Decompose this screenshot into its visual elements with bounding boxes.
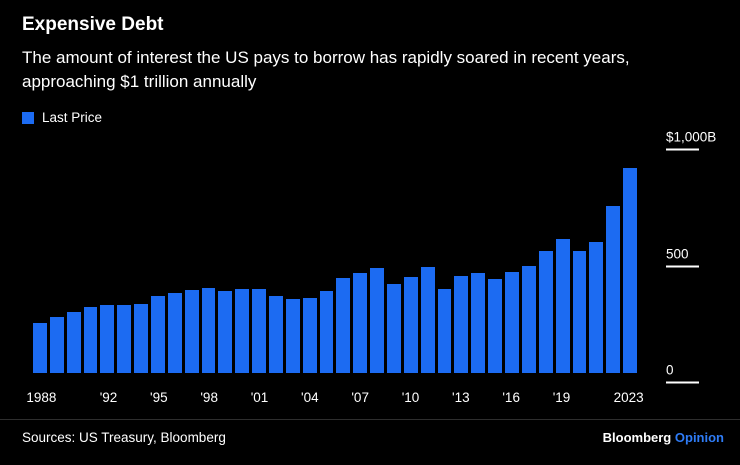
bar-1998 [201, 288, 216, 373]
bar-1992 [100, 304, 115, 373]
bar-2004 [302, 297, 317, 373]
x-axis-label-2023: 2023 [613, 390, 644, 405]
bar-2007 [353, 272, 368, 373]
x-axis-label-1988: 1988 [26, 390, 57, 405]
legend-label: Last Price [42, 110, 103, 125]
bar-1994 [134, 304, 149, 373]
x-axis-label-98: '98 [200, 390, 218, 405]
brand-name: Bloomberg [602, 430, 672, 445]
y-axis-tick-line [666, 265, 699, 267]
bar-2019 [555, 239, 570, 373]
bar-2023 [623, 168, 637, 373]
bar-2000 [235, 288, 250, 373]
bar-2014 [471, 272, 486, 373]
bar-2006 [336, 278, 351, 373]
x-axis-label-92: '92 [99, 390, 118, 405]
bar-2001 [252, 289, 267, 373]
x-axis-label-10: '10 [401, 390, 420, 405]
bar-1988 [33, 323, 47, 373]
bar-1990 [66, 311, 81, 373]
bar-2021 [589, 242, 604, 373]
bar-2009 [387, 283, 401, 373]
y-axis-label-text: 0 [666, 362, 674, 378]
source-attribution: Sources: US Treasury, Bloomberg [22, 430, 226, 445]
bar-2020 [572, 251, 587, 373]
x-axis-label-16: '16 [502, 390, 520, 405]
x-axis-label-04: '04 [301, 390, 319, 405]
y-axis-tick-line [666, 381, 699, 384]
x-axis-labels: 1988 '92 '95 '98 '01 '04 '07 '10 '13 '16 '19 2023 [26, 390, 643, 408]
bar-2018 [538, 251, 553, 373]
bloomberg-opinion-logo: Bloomberg Opinion [603, 430, 724, 445]
legend-color-swatch [22, 111, 34, 124]
y-axis-label-text: 500 [666, 246, 689, 261]
y-axis-label-1000: $1,000B [666, 130, 716, 151]
bar-chart-plot [33, 140, 637, 373]
x-axis-label-19: '19 [552, 390, 571, 405]
bar-1996 [167, 292, 182, 373]
chart-title: Expensive Debt [22, 14, 164, 35]
bar-2016 [505, 272, 519, 373]
x-axis-label-13: '13 [452, 390, 470, 405]
bar-1989 [49, 317, 64, 373]
legend: Last Price [22, 110, 102, 125]
bar-1995 [151, 295, 165, 373]
bar-2008 [370, 267, 385, 373]
bar-2022 [606, 205, 621, 373]
bar-1991 [83, 306, 98, 373]
y-axis-tick-line [666, 148, 699, 151]
chart-subtitle: The amount of interest the US pays to bo… [22, 48, 630, 91]
bar-2003 [285, 298, 300, 373]
bar-2017 [521, 266, 536, 373]
bar-2002 [269, 295, 283, 373]
x-axis-label-07: '07 [351, 390, 369, 405]
bar-1997 [184, 290, 199, 373]
footer-divider [0, 419, 740, 420]
y-axis-label-500: 500 [666, 246, 699, 267]
y-axis-label-0: 0 [666, 363, 699, 384]
bar-2005 [319, 290, 334, 373]
bar-2013 [454, 276, 469, 373]
bar-2011 [420, 267, 435, 373]
bar-2015 [488, 279, 503, 373]
bar-1993 [117, 304, 132, 373]
y-axis-labels: $1,000B 500 0 [666, 130, 738, 384]
x-axis-label-01: '01 [250, 390, 269, 405]
y-axis-label-text: $1,000B [666, 129, 717, 145]
brand-suffix: Opinion [674, 430, 724, 445]
x-axis-label-95: '95 [150, 390, 168, 405]
bar-2012 [437, 289, 452, 373]
bar-1999 [218, 290, 233, 373]
bar-2010 [403, 276, 418, 373]
